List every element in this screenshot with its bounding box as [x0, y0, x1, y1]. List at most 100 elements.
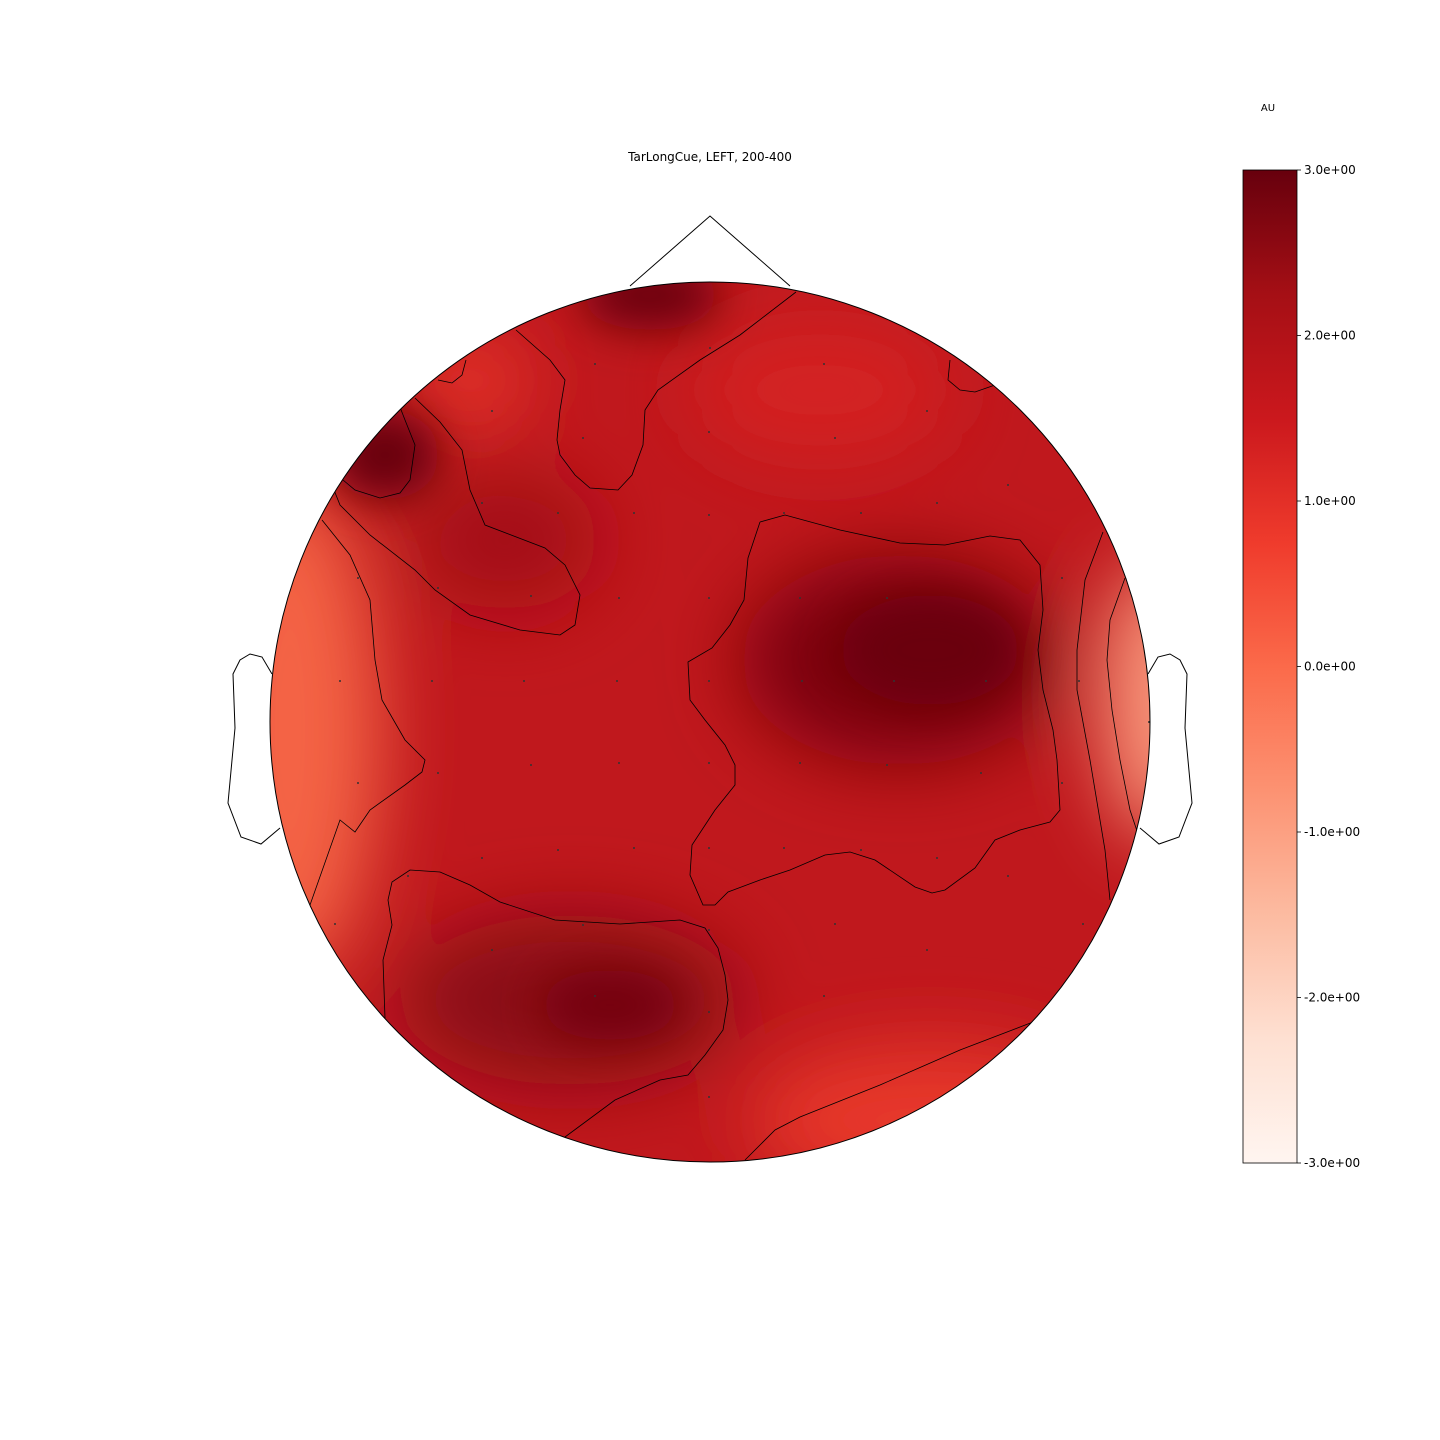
sensor-dot: [582, 924, 584, 926]
sensor-dot: [708, 597, 710, 599]
sensor-dot: [709, 347, 711, 349]
sensor-dot: [491, 410, 493, 412]
contour-left-temporal: [309, 519, 426, 906]
sensor-dot: [980, 772, 982, 774]
field-peak-left-frontal: [330, 410, 440, 500]
sensor-dot: [708, 762, 710, 764]
contour-frontal-left: [329, 397, 581, 636]
topomap-field: [270, 282, 1150, 1162]
head-outline: [269, 281, 1151, 1163]
sensor-dot: [1061, 782, 1063, 784]
sensor-dot: [594, 995, 596, 997]
sensor-dot: [783, 512, 785, 514]
contour-occipital: [382, 869, 729, 1138]
sensor-dot: [799, 597, 801, 599]
sensor-dot: [523, 680, 525, 682]
sensor-dot: [530, 764, 532, 766]
contour-right-frontal-tiny: [947, 359, 996, 393]
field-blob-frontal-right: [690, 320, 950, 460]
right-ear-outline: [1139, 653, 1193, 845]
sensor-dot: [783, 847, 785, 849]
colorbar-tick-label: -1.0e+00: [1304, 825, 1360, 839]
sensor-dot: [616, 680, 618, 682]
colorbar-tick-label: -3.0e+00: [1304, 1156, 1360, 1170]
sensor-dot: [334, 923, 336, 925]
sensor-dot: [1007, 875, 1009, 877]
sensor-dot: [926, 949, 928, 951]
field-blob-frontal-left: [410, 470, 600, 610]
field-blob-right-posterior: [750, 1045, 1110, 1162]
sensor-dot: [860, 849, 862, 851]
colorbar-unit-label: AU: [1260, 103, 1276, 114]
sensor-dot: [557, 512, 559, 514]
sensor-dot: [801, 680, 803, 682]
sensor-dot: [357, 577, 359, 579]
chart-title: TarLongCue, LEFT, 200-400: [628, 150, 792, 164]
sensor-dot: [708, 929, 710, 931]
contour-right-posterior: [744, 1021, 1034, 1161]
sensor-dot: [431, 680, 433, 682]
field-blob-left-frontal-light: [410, 335, 530, 425]
sensor-dot: [708, 847, 710, 849]
sensor-dot: [886, 764, 888, 766]
field-blob-right-edge: [1105, 560, 1150, 840]
sensor-dot: [481, 857, 483, 859]
colorbar-tick-label: 1.0e+00: [1304, 494, 1356, 508]
contour-left-frontal-tiny: [437, 359, 467, 384]
colorbar: 3.0e+00 2.0e+00 1.0e+00 0.0e+00 -1.0e+00 -2.0…: [1242, 163, 1360, 1170]
sensor-dot: [339, 680, 341, 682]
sensor-dot: [481, 502, 483, 504]
sensor-dot: [985, 680, 987, 682]
field-peak-occipital: [540, 970, 680, 1040]
sensor-dot: [633, 847, 635, 849]
sensor-dot: [1061, 577, 1063, 579]
sensor-dot: [530, 595, 532, 597]
contour-right-central: [687, 514, 1061, 906]
sensor-dot: [1007, 484, 1009, 486]
contour-right-edge-inner: [1106, 577, 1141, 841]
sensor-dot: [708, 680, 710, 682]
left-ear-outline: [227, 653, 281, 845]
contour-frontal-peak: [515, 291, 797, 491]
contour-right-edge-outer: [1076, 531, 1111, 901]
colorbar-tick-label: -2.0e+00: [1304, 991, 1360, 1005]
sensor-dot: [1078, 680, 1080, 682]
field-peak-right-central: [840, 595, 1020, 705]
sensor-dot: [936, 857, 938, 859]
sensor-markers: [334, 347, 1150, 1098]
sensor-dot: [886, 597, 888, 599]
colorbar-tick-label: 2.0e+00: [1304, 329, 1356, 343]
sensor-dot: [437, 772, 439, 774]
sensor-dot: [708, 514, 710, 516]
head-outline-extras: [227, 215, 1193, 845]
sensor-dot: [936, 502, 938, 504]
sensor-dot: [834, 437, 836, 439]
sensor-dot: [708, 1011, 710, 1013]
colorbar-gradient: [1242, 169, 1298, 1164]
sensor-dot: [618, 597, 620, 599]
colorbar-tick-label: 0.0e+00: [1304, 660, 1356, 674]
sensor-dot: [823, 363, 825, 365]
sensor-dot: [823, 995, 825, 997]
sensor-dot: [557, 849, 559, 851]
sensor-dot: [926, 410, 928, 412]
sensor-dot: [407, 875, 409, 877]
sensor-dot: [893, 680, 895, 682]
sensor-dot: [437, 587, 439, 589]
colorbar-ticks: 3.0e+00 2.0e+00 1.0e+00 0.0e+00 -1.0e+00 -2.0…: [1297, 163, 1360, 1170]
colorbar-tick-label: 3.0e+00: [1304, 163, 1356, 177]
sensor-dot: [582, 437, 584, 439]
sensor-dot: [708, 1096, 710, 1098]
sensor-dot: [491, 949, 493, 951]
sensor-dot: [708, 431, 710, 433]
sensor-dot: [834, 923, 836, 925]
sensor-dot: [618, 762, 620, 764]
sensor-dot: [633, 512, 635, 514]
field-peak-frontal: [580, 282, 720, 330]
contour-lines: [309, 291, 1141, 1161]
sensor-dot: [357, 782, 359, 784]
sensor-dot: [799, 762, 801, 764]
field-blob-left-temporal: [270, 480, 380, 980]
contour-left-frontal-spot: [342, 401, 416, 499]
